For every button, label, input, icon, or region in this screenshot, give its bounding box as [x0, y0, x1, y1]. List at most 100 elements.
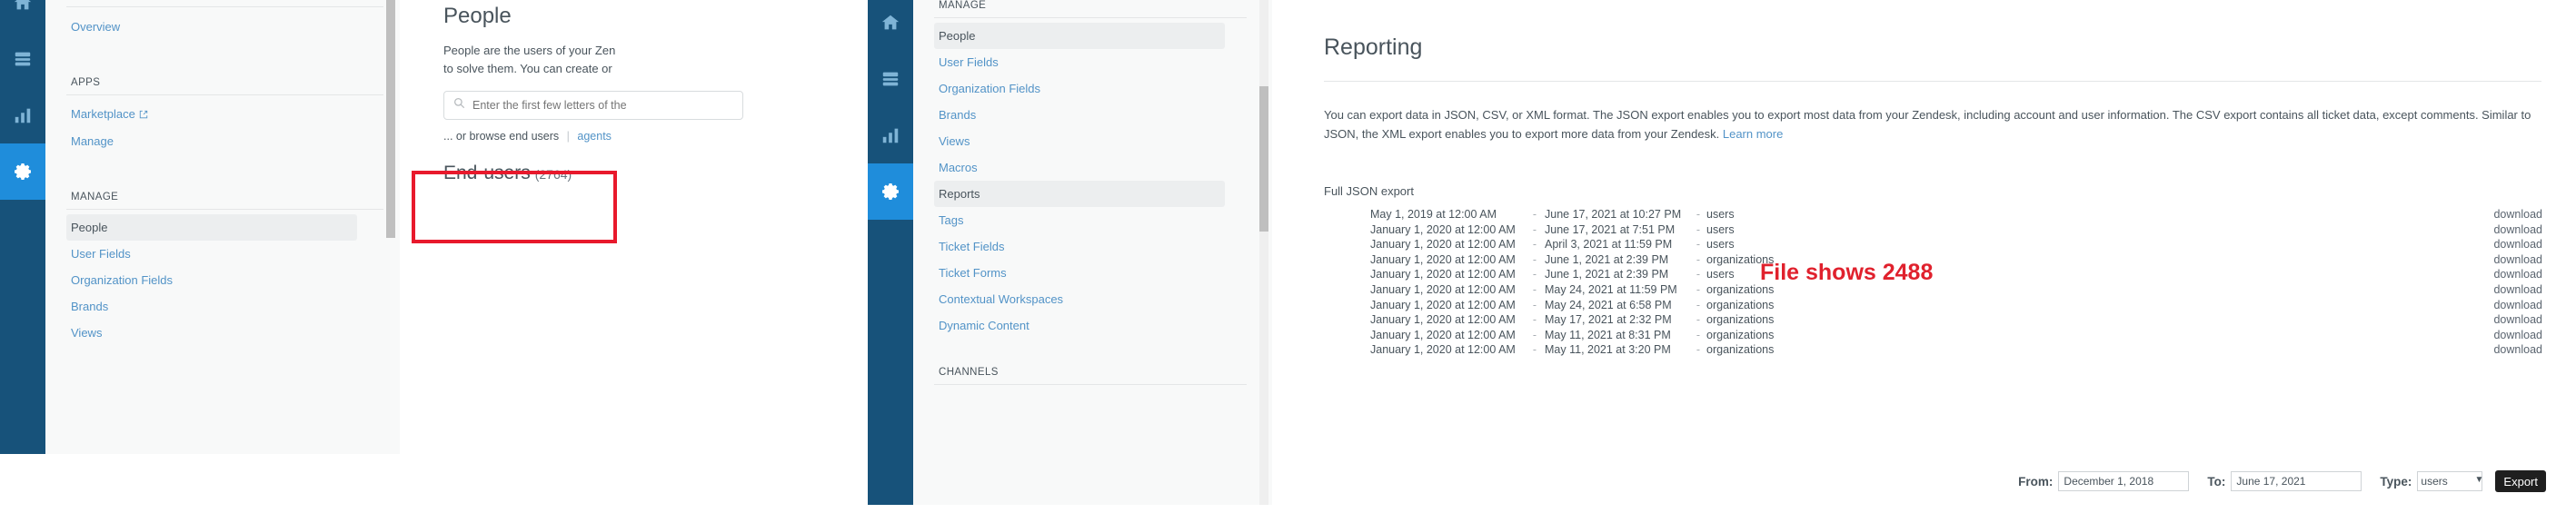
nav-link-label: Contextual Workspaces	[939, 292, 1064, 306]
divider	[66, 94, 383, 95]
export-button[interactable]: Export	[2495, 470, 2546, 492]
browse-separator: |	[566, 130, 570, 143]
export-from-date: January 1, 2020 at 12:00 AM	[1370, 252, 1516, 266]
scrollbar-thumb[interactable]	[1259, 86, 1268, 232]
nav-link-views[interactable]: Views	[934, 128, 1263, 154]
export-row: January 1, 2020 at 12:00 AM - May 24, 2021…	[1370, 298, 2542, 312]
type-select[interactable]: usersorganizationstickets	[2417, 471, 2483, 491]
export-type: users	[1706, 238, 1735, 252]
export-row: January 1, 2020 at 12:00 AM - May 17, 2021…	[1370, 312, 2542, 327]
nav-link-overview[interactable]: Overview	[71, 20, 121, 34]
knowledge-icon[interactable]	[868, 51, 913, 107]
export-to-date: June 1, 2021 at 2:39 PM	[1545, 252, 1669, 266]
export-dash: -	[1532, 208, 1537, 221]
download-link[interactable]: download	[2493, 222, 2542, 236]
download-link[interactable]: download	[2493, 208, 2542, 221]
to-date-input[interactable]	[2231, 471, 2362, 491]
browse-line: ... or browse end users | agents	[443, 130, 800, 143]
knowledge-icon[interactable]	[0, 31, 45, 87]
nav-link-ticket-forms[interactable]: Ticket Forms	[934, 260, 1263, 286]
browse-end-users-text: end users	[509, 130, 560, 143]
export-to-date: June 17, 2021 at 7:51 PM	[1545, 222, 1676, 236]
annotation-file-shows: File shows 2488	[1760, 260, 1934, 285]
learn-more-link[interactable]: Learn more	[1722, 127, 1784, 141]
end-users-count: (2764)	[534, 167, 572, 182]
download-link[interactable]: download	[2493, 282, 2542, 296]
nav-link-tags[interactable]: Tags	[934, 207, 1263, 233]
export-dash: -	[1532, 268, 1537, 281]
export-row: January 1, 2020 at 12:00 AM - June 17, 202…	[1370, 222, 2542, 237]
page-description-text: You can export data in JSON, CSV, or XML…	[1324, 108, 2531, 141]
reporting-bars-icon[interactable]	[0, 87, 45, 143]
people-search-box[interactable]	[443, 91, 743, 120]
nav-link-label: User Fields	[71, 247, 131, 261]
nav-link-user-fields[interactable]: User Fields	[934, 49, 1263, 75]
nav-link-label: Brands	[71, 300, 109, 313]
nav-link-dynamic-content[interactable]: Dynamic Content	[934, 312, 1263, 339]
nav-link-macros[interactable]: Macros	[934, 154, 1263, 181]
page-description-line1: People are the users of your Zen	[443, 44, 616, 57]
nav-link-label: Ticket Forms	[939, 266, 1007, 280]
download-link[interactable]: download	[2493, 298, 2542, 311]
export-dash: -	[1532, 328, 1537, 341]
export-dash: -	[1532, 222, 1537, 236]
title-divider	[1324, 81, 2541, 82]
section-header-channels: CHANNELS	[939, 367, 999, 378]
home-icon[interactable]	[868, 0, 913, 51]
nav-link-user-fields[interactable]: User Fields	[66, 241, 391, 267]
export-type: users	[1706, 268, 1735, 281]
browse-agents-link[interactable]: agents	[577, 130, 612, 143]
to-label: To:	[2207, 474, 2226, 488]
download-link[interactable]: download	[2493, 313, 2542, 327]
download-link[interactable]: download	[2493, 238, 2542, 252]
page-title: Reporting	[1324, 35, 1423, 60]
search-input[interactable]	[472, 99, 733, 112]
scrollbar-thumb[interactable]	[386, 0, 395, 238]
export-dash: -	[1532, 298, 1537, 311]
export-type: organizations	[1706, 313, 1775, 327]
gear-icon[interactable]	[0, 143, 45, 200]
export-from-date: January 1, 2020 at 12:00 AM	[1370, 298, 1516, 311]
type-label: Type:	[2380, 474, 2412, 488]
page-description-line2: to solve them. You can create or	[443, 62, 612, 75]
section-label-full-json-export: Full JSON export	[1324, 184, 1414, 198]
nav-link-reports[interactable]: Reports	[934, 181, 1225, 207]
nav-link-organization-fields[interactable]: Organization Fields	[66, 267, 391, 293]
export-dash: -	[1696, 208, 1701, 221]
export-from-date: January 1, 2020 at 12:00 AM	[1370, 222, 1516, 236]
nav-link-contextual-workspaces[interactable]: Contextual Workspaces	[934, 286, 1263, 312]
export-type: users	[1706, 208, 1735, 221]
reporting-bars-icon[interactable]	[868, 107, 913, 163]
manage-nav-list: People User Fields Organization Fields Bran…	[66, 214, 391, 346]
nav-link-people[interactable]: People	[66, 214, 357, 241]
external-link-icon	[139, 106, 148, 123]
nav-link-marketplace[interactable]: Marketplace	[66, 101, 391, 128]
download-link[interactable]: download	[2493, 328, 2542, 341]
download-link[interactable]: download	[2493, 343, 2542, 357]
export-dash: -	[1696, 298, 1701, 311]
divider	[934, 384, 1247, 385]
download-link[interactable]: download	[2493, 252, 2542, 266]
nav-link-organization-fields[interactable]: Organization Fields	[934, 75, 1263, 102]
export-dash: -	[1696, 268, 1701, 281]
product-rail-left	[0, 0, 45, 454]
nav-link-label: Views	[939, 134, 970, 148]
export-dash: -	[1532, 282, 1537, 296]
nav-link-brands[interactable]: Brands	[934, 102, 1263, 128]
nav-link-ticket-fields[interactable]: Ticket Fields	[934, 233, 1263, 260]
gear-icon[interactable]	[868, 163, 913, 220]
divider	[934, 17, 1247, 18]
nav-link-views[interactable]: Views	[66, 320, 391, 346]
from-date-input[interactable]	[2058, 471, 2190, 491]
nav-link-brands[interactable]: Brands	[66, 293, 391, 320]
export-dash: -	[1532, 343, 1537, 357]
divider	[66, 6, 383, 7]
download-link[interactable]: download	[2493, 268, 2542, 281]
admin-nav-column: Overview APPS Marketplace Manage MANAGE …	[45, 0, 391, 454]
nav-link-manage[interactable]: Manage	[71, 134, 114, 148]
home-icon[interactable]	[0, 0, 45, 31]
export-to-date: May 24, 2021 at 6:58 PM	[1545, 298, 1672, 311]
export-from-date: January 1, 2020 at 12:00 AM	[1370, 313, 1516, 327]
nav-link-people[interactable]: People	[934, 23, 1225, 49]
nav-link-label: Views	[71, 326, 103, 340]
